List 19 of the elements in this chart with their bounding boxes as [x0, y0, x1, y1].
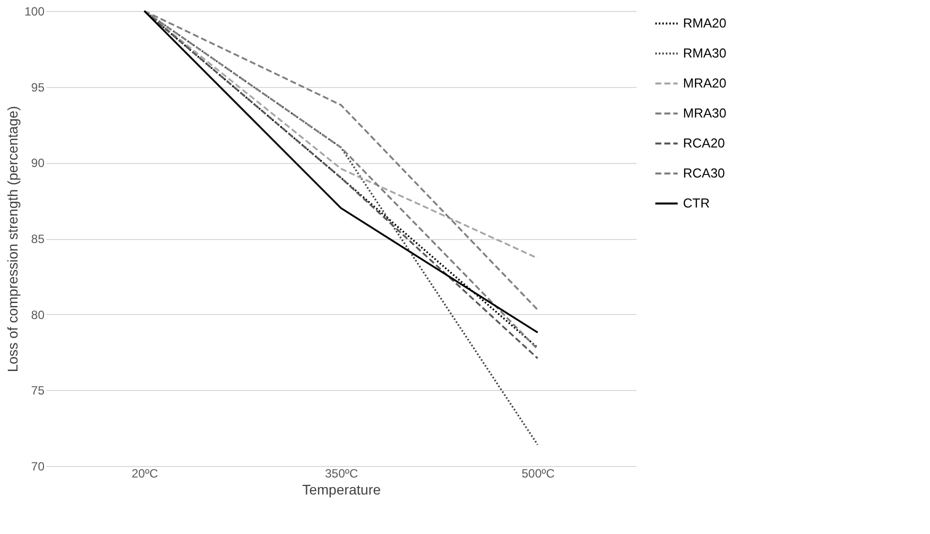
legend-label: MRA20	[683, 76, 726, 90]
legend-label: RMA20	[683, 16, 726, 30]
x-tick-label: 500ºC	[522, 466, 556, 480]
y-tick-label: 75	[31, 384, 45, 398]
x-tick-label: 20ºC	[132, 466, 158, 480]
y-tick-label: 100	[24, 4, 45, 18]
legend-label: MRA30	[683, 106, 726, 120]
legend-label: RCA30	[683, 166, 725, 180]
legend-label: RMA30	[683, 46, 726, 60]
y-tick-label: 90	[31, 156, 45, 170]
legend-label: CTR	[683, 196, 710, 210]
x-axis-title: Temperature	[302, 482, 382, 498]
legend-label: RCA20	[683, 136, 725, 150]
y-tick-label: 85	[31, 232, 45, 246]
x-tick-label: 350ºC	[324, 466, 358, 480]
y-tick-label: 70	[31, 460, 45, 474]
y-tick-label: 80	[31, 308, 45, 322]
y-axis-title: Loss of compression strength (percentage)	[4, 106, 20, 372]
y-tick-label: 95	[31, 80, 45, 94]
